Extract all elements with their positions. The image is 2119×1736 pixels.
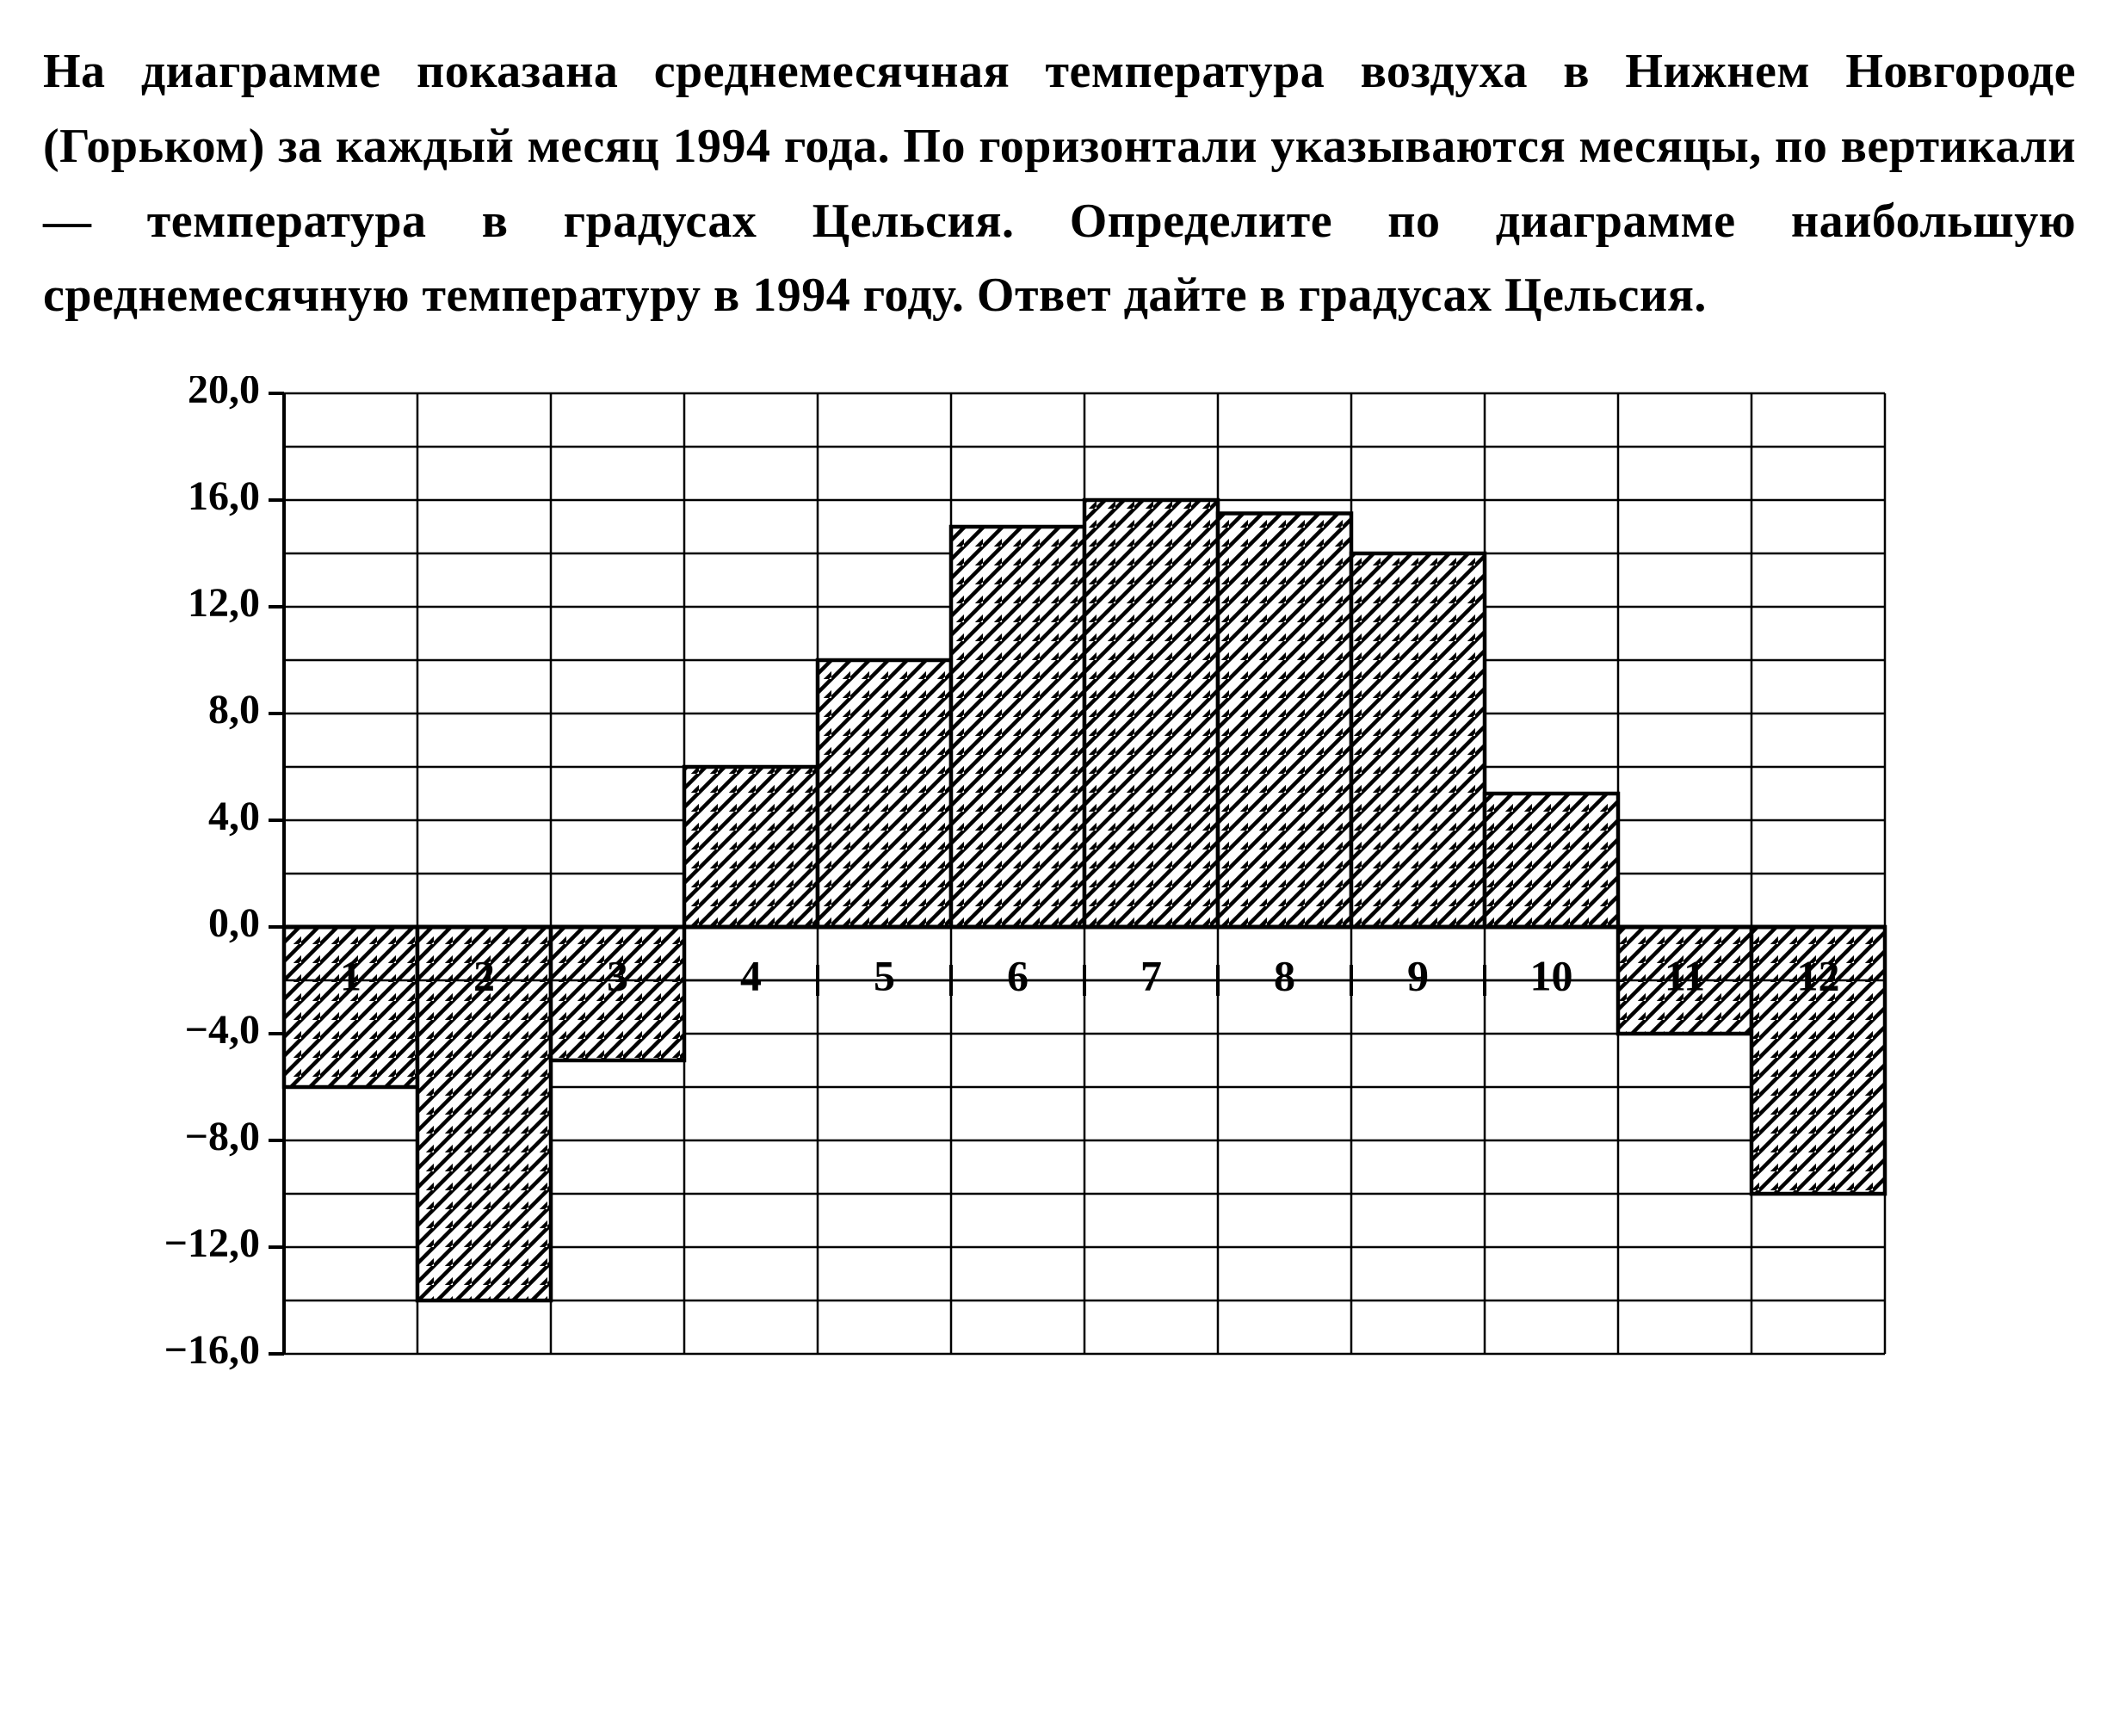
- x-label-4: 4: [740, 952, 762, 1000]
- ytick-label: 8,0: [208, 687, 260, 732]
- bar-month-10: [1485, 794, 1618, 927]
- bar-month-9: [1351, 553, 1485, 927]
- x-label-7: 7: [1140, 952, 1162, 1000]
- ytick-label: 12,0: [188, 580, 260, 626]
- bar-month-6: [951, 527, 1084, 927]
- x-label-9: 9: [1407, 952, 1429, 1000]
- x-label-3: 3: [607, 952, 628, 1000]
- ytick-label: 4,0: [208, 794, 260, 839]
- x-label-8: 8: [1274, 952, 1295, 1000]
- bar-month-7: [1084, 500, 1218, 927]
- ytick-label: −4,0: [185, 1007, 260, 1053]
- x-label-5: 5: [874, 952, 895, 1000]
- ytick-label: −16,0: [164, 1327, 260, 1373]
- ytick-label: 20,0: [188, 376, 260, 412]
- x-label-12: 12: [1797, 952, 1840, 1000]
- problem-text: На диаграмме показана среднемесячная тем…: [43, 34, 2076, 333]
- bar-month-4: [684, 767, 818, 927]
- bar-month-5: [818, 660, 951, 927]
- ytick-label: 0,0: [208, 900, 260, 946]
- chart-svg: 20,0 16,0 12,0 8,0 4,0 0,0 −4,0 −8,0 −12,0 −16,0 1…: [112, 376, 1919, 1388]
- x-label-11: 11: [1665, 952, 1705, 1000]
- temperature-chart: 20,0 16,0 12,0 8,0 4,0 0,0 −4,0 −8,0 −12,0 −16,0 1…: [112, 376, 2076, 1388]
- ytick-label: −8,0: [185, 1114, 260, 1159]
- x-label-10: 10: [1530, 952, 1573, 1000]
- bar-month-8: [1218, 514, 1351, 928]
- x-label-1: 1: [340, 952, 361, 1000]
- ytick-label: 16,0: [188, 473, 260, 519]
- x-label-6: 6: [1007, 952, 1029, 1000]
- x-label-2: 2: [473, 952, 495, 1000]
- ytick-label: −12,0: [164, 1220, 260, 1266]
